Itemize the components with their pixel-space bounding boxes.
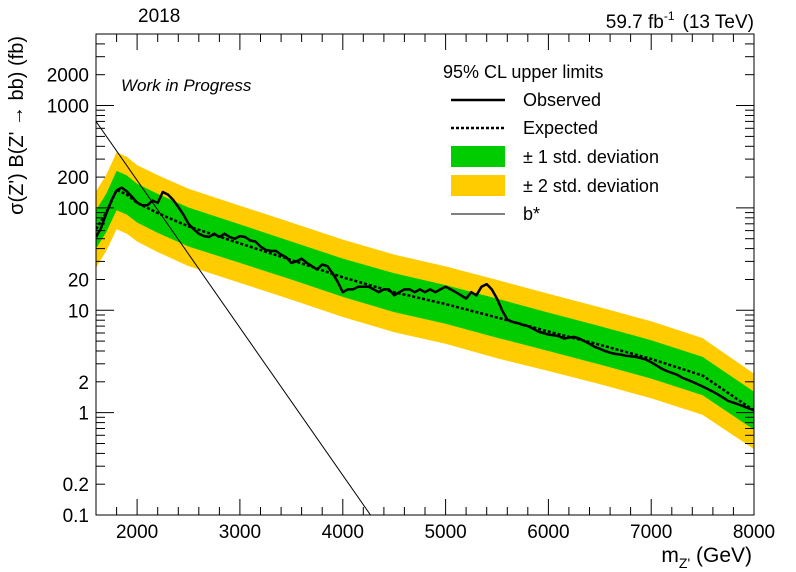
legend-entry-observed: Observed	[451, 90, 601, 110]
observed-line	[96, 186, 754, 412]
work-in-progress-label: Work in Progress	[121, 76, 252, 95]
x-axis-title-main: m	[661, 544, 679, 567]
bstar-line	[96, 121, 371, 515]
y-tick-label: 1000	[47, 97, 89, 118]
lumi-exponent: -1	[664, 9, 675, 23]
band-1-sigma	[96, 170, 754, 430]
y-tick-label: 10	[68, 301, 89, 322]
legend-entry-2sigma: ± 2 std. deviation	[451, 175, 659, 196]
lumi-value: 59.7 fb	[606, 12, 664, 33]
x-tick-label: 5000	[424, 522, 466, 543]
x-tick-label: 2000	[116, 522, 158, 543]
y-tick-label: 0.1	[63, 506, 89, 527]
legend-expected-label: Expected	[523, 118, 598, 138]
x-tick-labels: 2000 3000 4000 5000 6000 7000 8000	[116, 522, 775, 543]
y-tick-label: 1	[78, 404, 89, 425]
y-tick-label: 100	[57, 199, 89, 220]
x-axis-title-unit: (GeV)	[690, 544, 752, 567]
legend-bstar-label: b*	[523, 204, 540, 224]
x-tick-label: 3000	[219, 522, 261, 543]
y-tick-label: 20	[68, 271, 89, 292]
x-tick-label: 8000	[733, 522, 775, 543]
legend-entry-1sigma: ± 1 std. deviation	[451, 146, 659, 167]
x-axis-title-sub: Z'	[679, 555, 690, 571]
axis-ticks	[95, 33, 755, 516]
legend-entry-expected: Expected	[451, 118, 598, 138]
y-tick-label: 200	[57, 168, 89, 189]
legend: 95% CL upper limits Observed Expected ± …	[443, 62, 659, 224]
x-tick-label: 6000	[527, 522, 569, 543]
lumi-label: 59.7 fb-1 (13 TeV)	[606, 9, 754, 33]
legend-1sigma-swatch	[451, 146, 505, 167]
x-tick-label: 7000	[630, 522, 672, 543]
legend-1sigma-label: ± 1 std. deviation	[523, 147, 659, 167]
legend-title: 95% CL upper limits	[443, 62, 603, 82]
legend-2sigma-label: ± 2 std. deviation	[523, 176, 659, 196]
y-tick-label: 2000	[47, 66, 89, 87]
legend-observed-label: Observed	[523, 90, 601, 110]
y-tick-labels: 0.1 0.2 1 2 10 20 100 200 1000 2000	[47, 66, 89, 527]
y-tick-label: 0.2	[63, 475, 89, 496]
legend-2sigma-swatch	[451, 175, 505, 196]
energy-label: (13 TeV)	[683, 12, 754, 33]
y-tick-label: 2	[78, 373, 89, 394]
y-axis-title: σ(Z') B(Z' → bb) (fb)	[6, 36, 28, 215]
year-label: 2018	[138, 6, 180, 27]
legend-entry-bstar: b*	[451, 204, 540, 224]
x-tick-label: 4000	[322, 522, 364, 543]
x-axis-title: mZ' (GeV)	[661, 544, 752, 571]
